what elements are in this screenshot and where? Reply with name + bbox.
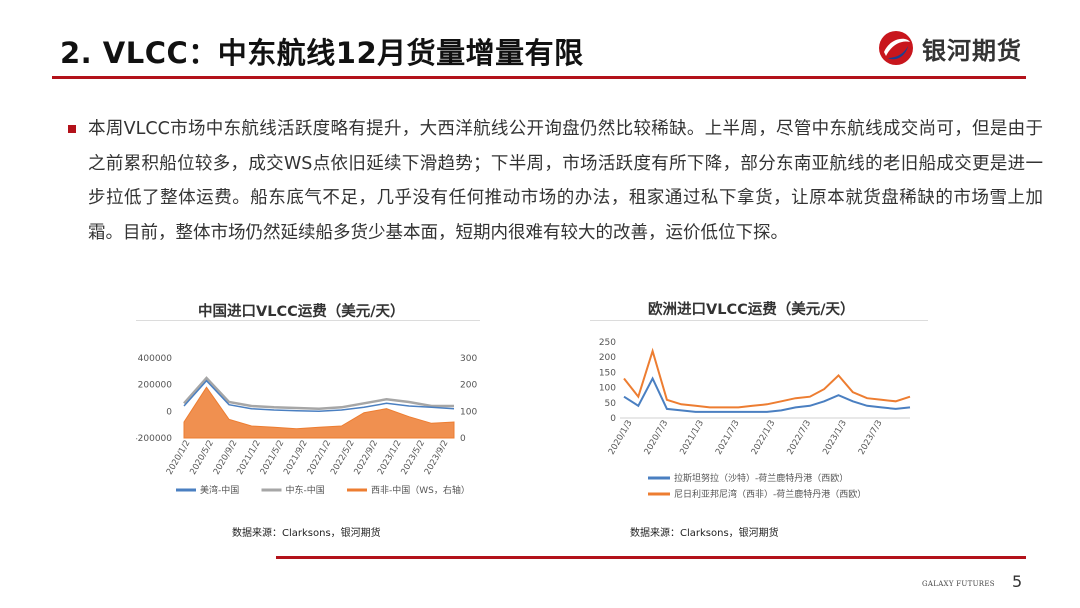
y-right-tick-label: 0 <box>460 434 466 444</box>
y-right-tick-label: 300 <box>460 354 477 364</box>
chart1-svg: 4000002000000-20000030020010002020/1/220… <box>136 354 477 496</box>
logo-text: 银河期货 <box>922 36 1022 65</box>
x-tick-label: 2022/7/3 <box>785 419 813 457</box>
x-tick-label: 2023/1/3 <box>821 419 849 457</box>
summary-text: 本周VLCC市场中东航线活跃度略有提升，大西洋航线公开询盘仍然比较稀缺。上半周，… <box>88 119 1043 243</box>
chart2-source: 数据来源：Clarksons，银河期货 <box>630 528 779 539</box>
y-tick-label: 0 <box>610 414 616 424</box>
summary-paragraph: 本周VLCC市场中东航线活跃度略有提升，大西洋航线公开询盘仍然比较稀缺。上半周，… <box>68 112 1043 250</box>
series-line-middle-east-china <box>183 376 454 410</box>
slide-title: 2. VLCC：中东航线12月货量增量有限 <box>60 36 584 70</box>
galaxy-logo-icon <box>879 31 913 65</box>
chart1-frame <box>136 320 480 321</box>
y-tick-label: 200 <box>599 353 616 363</box>
legend-label: 西非-中国（WS，右轴） <box>371 484 470 496</box>
x-tick-label: 2020/1/3 <box>607 419 635 457</box>
series-line-ras-tanura-rotterdam <box>623 376 911 413</box>
y-left-tick-label: 200000 <box>138 381 173 391</box>
series-line-us-gulf-china <box>183 379 455 413</box>
chart2-frame <box>590 320 928 321</box>
bullet-square-icon <box>68 125 76 133</box>
x-tick-label: 2021/7/3 <box>714 419 742 457</box>
y-right-tick-label: 100 <box>460 407 477 417</box>
series-area-west-africa-china <box>183 386 455 439</box>
x-tick-label: 2022/1/3 <box>750 419 778 457</box>
x-tick-label: 2023/9/2 <box>423 439 451 477</box>
y-left-tick-label: 400000 <box>138 354 173 364</box>
chart1-title: 中国进口VLCC运费（美元/天） <box>198 304 405 320</box>
x-tick-label: 2021/1/3 <box>678 419 706 457</box>
y-tick-label: 50 <box>605 399 617 409</box>
chart1-source: 数据来源：Clarksons，银河期货 <box>232 528 381 539</box>
y-tick-label: 150 <box>599 368 616 378</box>
legend-label: 拉斯坦努拉（沙特）-荷兰鹿特丹港（西欧） <box>674 472 848 484</box>
legend-label: 尼日利亚邦尼湾（西非）-荷兰鹿特丹港（西欧） <box>674 488 866 500</box>
y-right-tick-label: 200 <box>460 381 477 391</box>
legend-label: 中东-中国 <box>286 484 325 496</box>
y-tick-label: 250 <box>599 338 616 348</box>
chart2-title: 欧洲进口VLCC运费（美元/天） <box>648 302 855 318</box>
y-left-tick-label: 0 <box>166 407 172 417</box>
footer-brand: GALAXY FUTURES <box>922 580 995 588</box>
x-tick-label: 2023/7/3 <box>857 419 885 457</box>
y-tick-label: 100 <box>599 384 616 394</box>
y-left-tick-label: -200000 <box>136 434 172 444</box>
x-tick-label: 2020/7/3 <box>643 419 671 457</box>
footer-divider <box>276 556 1026 559</box>
title-divider <box>52 76 1026 79</box>
page-number: 5 <box>1012 572 1023 591</box>
series-line-bonny-rotterdam <box>623 347 911 409</box>
galaxy-logo: 银河期货 <box>876 28 1022 68</box>
legend-label: 美湾-中国 <box>200 484 239 496</box>
